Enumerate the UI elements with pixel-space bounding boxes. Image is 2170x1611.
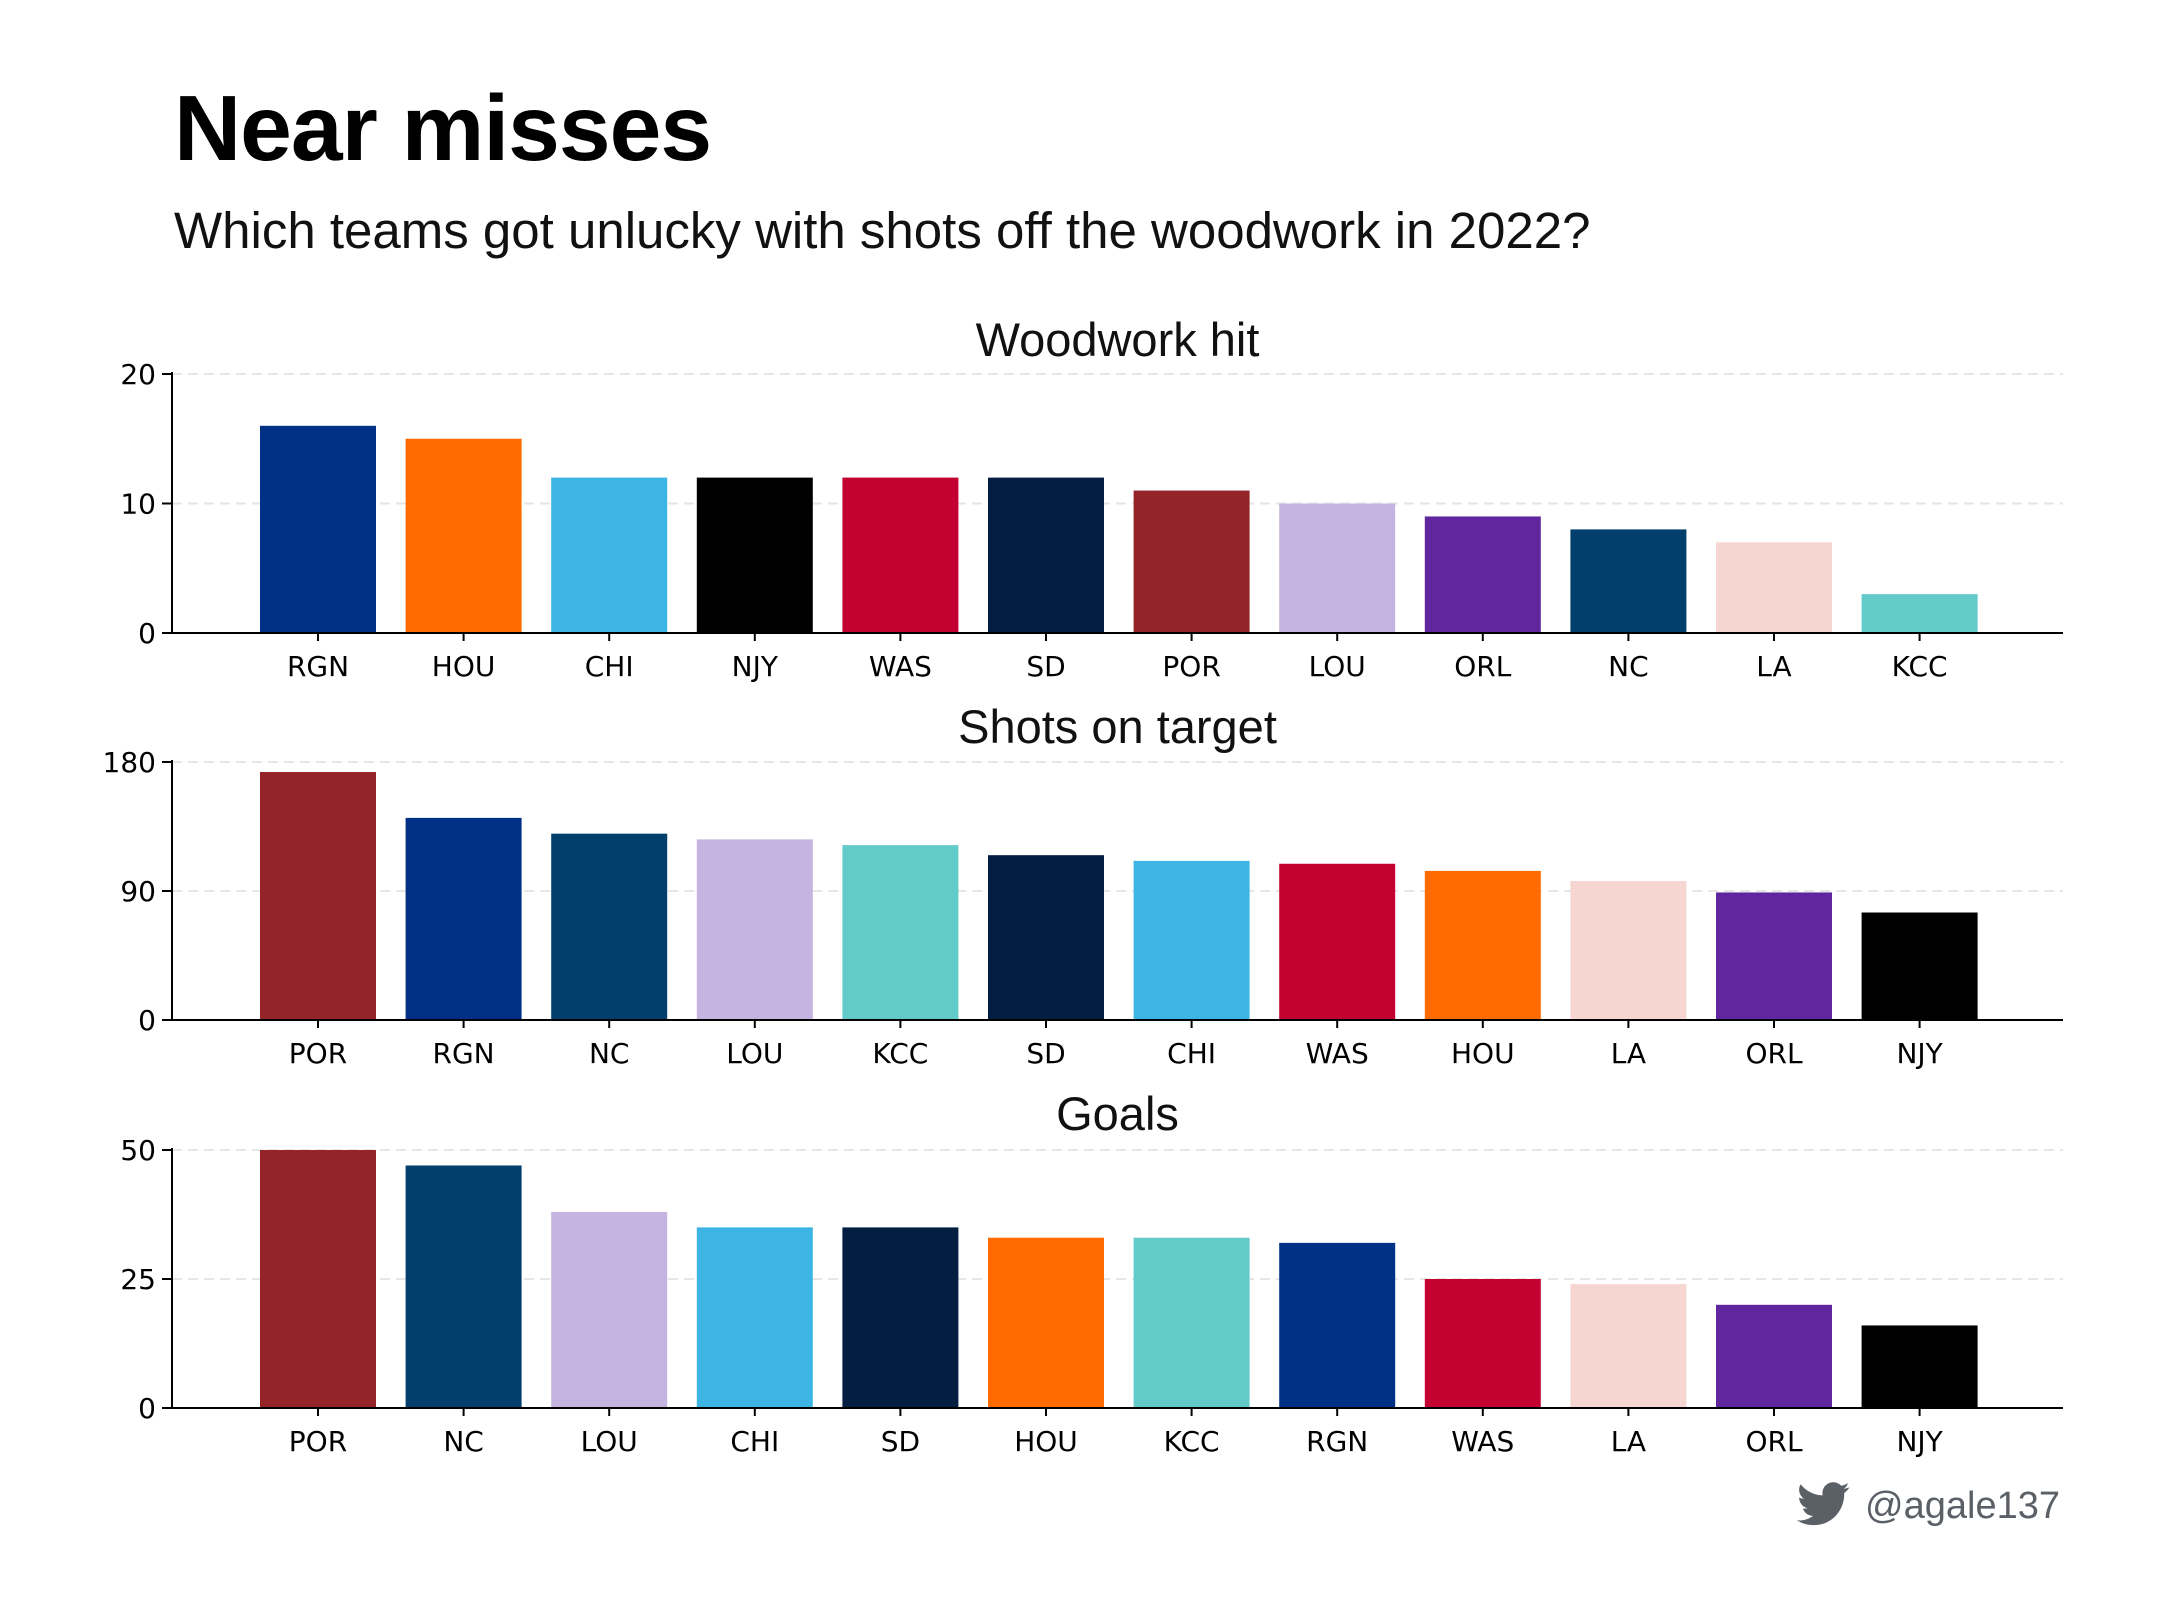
bar-was [1424,1279,1541,1408]
twitter-bird-icon [1796,1482,1851,1530]
x-tick-label: POR [1162,650,1220,683]
bar-hou [1424,870,1541,1020]
page-subtitle: Which teams got unlucky with shots off t… [174,202,1591,259]
chart-panel-1: Woodwork hit RGN HOU CHI NJY WAS SD POR LOU ORL NC… [120,313,2063,683]
bar-kcc [1861,594,1978,633]
bar-sd [988,855,1104,1020]
x-tick-label: WAS [1306,1037,1369,1070]
bar-nc [405,1165,522,1408]
bar-hou [405,438,522,633]
x-tick-label: LOU [1309,650,1366,683]
bar-was [1279,863,1396,1020]
x-tick-label: NJY [1896,1037,1943,1070]
bar-chi [696,1227,813,1408]
bar-rgn [405,817,522,1020]
page-title: Near misses [174,76,712,180]
x-tick-label: KCC [1164,1425,1220,1458]
bar-nc [551,833,668,1020]
bar-sd [988,477,1104,633]
x-tick-label: ORL [1454,650,1511,683]
x-tick-label: ORL [1745,1425,1802,1458]
x-tick-label: SD [1026,1037,1065,1070]
x-tick-label: WAS [1451,1425,1514,1458]
x-tick-label: HOU [432,650,496,683]
x-tick-label: RGN [433,1037,495,1070]
y-tick-label: 25 [120,1263,156,1296]
y-tick-label: 50 [120,1134,156,1167]
x-tick-label: RGN [1306,1425,1368,1458]
y-tick-label: 90 [120,875,156,908]
bar-kcc [842,845,959,1020]
x-tick-label: CHI [585,650,634,683]
bar-rgn [260,425,376,633]
bar-lou [551,1211,668,1408]
x-tick-label: NC [1608,650,1649,683]
bar-la [1570,1284,1687,1408]
y-tick-label: 0 [138,1004,156,1037]
x-tick-label: HOU [1451,1037,1515,1070]
bar-por [260,1150,376,1408]
x-tick-label: NJY [1896,1425,1943,1458]
y-tick-label: 20 [120,358,156,391]
y-tick-label: 0 [138,1392,156,1425]
panel-title: Goals [1056,1087,1179,1140]
credit: @agale137 [1796,1482,2060,1530]
x-tick-label: LA [1611,1425,1646,1458]
bar-lou [696,839,813,1020]
bar-chi [551,477,668,633]
x-tick-label: KCC [872,1037,928,1070]
x-tick-label: SD [1026,650,1065,683]
panel-title: Shots on target [958,700,1277,753]
x-tick-label: NJY [732,650,779,683]
bar-la [1570,880,1687,1020]
x-tick-label: ORL [1745,1037,1802,1070]
x-tick-label: LA [1756,650,1791,683]
x-tick-label: LA [1611,1037,1646,1070]
bar-orl [1716,892,1832,1020]
y-tick-label: 0 [138,617,156,650]
x-tick-label: CHI [1167,1037,1216,1070]
bar-njy [1861,912,1978,1020]
x-tick-label: LOU [726,1037,783,1070]
y-tick-label: 180 [103,746,156,779]
x-tick-label: POR [289,1425,347,1458]
bar-rgn [1279,1242,1396,1408]
bar-la [1716,542,1832,633]
x-tick-label: POR [289,1037,347,1070]
x-tick-label: RGN [287,650,349,683]
bar-sd [842,1227,959,1408]
x-tick-label: WAS [869,650,932,683]
bar-njy [1861,1325,1978,1408]
bar-orl [1424,516,1541,633]
x-tick-label: CHI [730,1425,779,1458]
bar-por [260,772,376,1020]
panel-title: Woodwork hit [976,313,1260,366]
bar-orl [1716,1304,1832,1408]
x-tick-label: NC [443,1425,484,1458]
x-tick-label: LOU [581,1425,638,1458]
bar-lou [1279,503,1396,633]
x-tick-label: KCC [1892,650,1948,683]
x-tick-label: SD [881,1425,920,1458]
bar-por [1133,490,1250,633]
chart-panel-3: Goals POR NC LOU CHI SD HOU KCC RGN WAS LA ORL NJY 0 2… [120,1087,2063,1458]
chart-panel-2: Shots on target POR RGN NC LOU KCC SD CHI WAS HOU… [103,700,2063,1070]
bar-nc [1570,529,1687,633]
x-tick-label: NC [589,1037,630,1070]
bar-hou [988,1237,1104,1408]
bar-chi [1133,860,1250,1020]
twitter-handle: @agale137 [1865,1484,2060,1527]
bar-njy [696,477,813,633]
bar-was [842,477,959,633]
x-tick-label: HOU [1014,1425,1078,1458]
bar-kcc [1133,1237,1250,1408]
y-tick-label: 10 [120,488,156,521]
